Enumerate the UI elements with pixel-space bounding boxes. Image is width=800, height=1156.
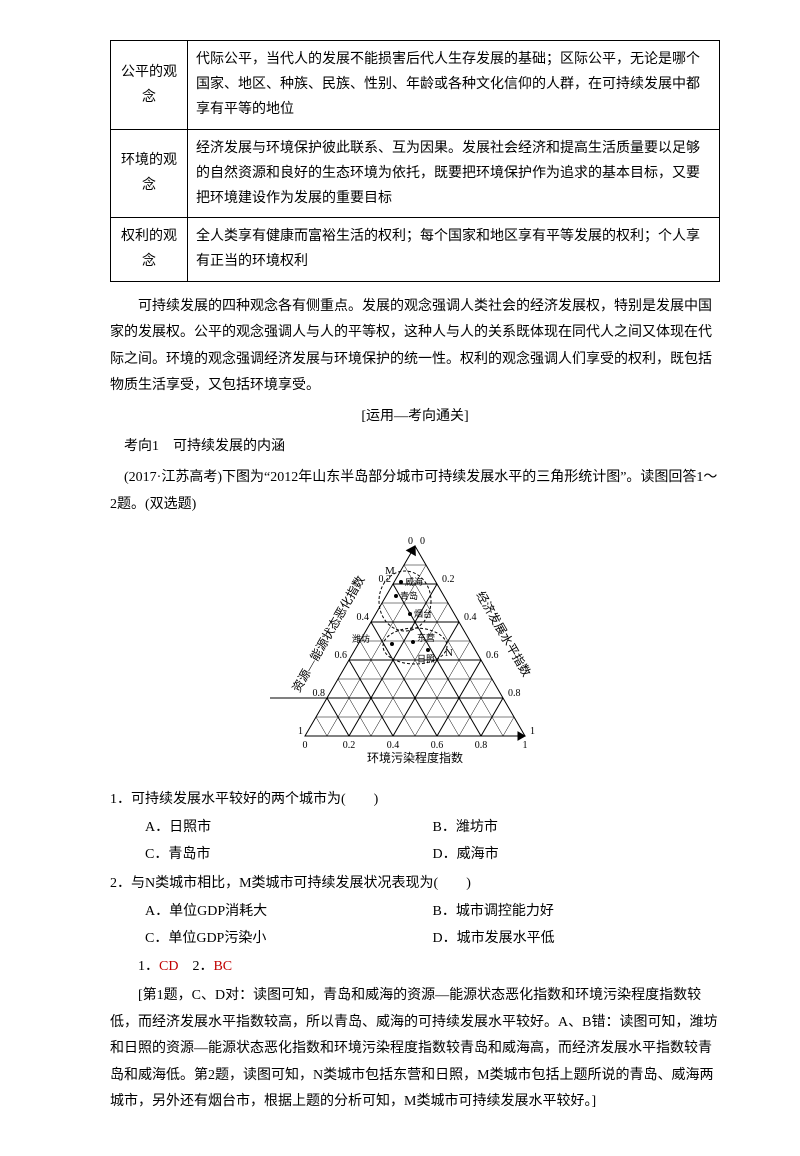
svg-text:0.8: 0.8 <box>313 688 326 699</box>
answer1-label: 1． <box>138 959 159 974</box>
q2-option-b: B．城市调控能力好 <box>433 899 721 926</box>
q1-stem: 1．可持续发展水平较好的两个城市为( ) <box>110 787 720 814</box>
svg-text:0.6: 0.6 <box>431 740 444 751</box>
answers-line: 1．CD 2．BC <box>110 954 720 981</box>
svg-text:0.6: 0.6 <box>486 650 499 661</box>
q1-option-c: C．青岛市 <box>145 842 433 869</box>
summary-paragraph: 可持续发展的四种观念各有侧重点。发展的观念强调人类社会的经济发展权，特别是发展中… <box>110 294 720 400</box>
row-label: 权利的观念 <box>111 218 188 281</box>
table-row: 权利的观念 全人类享有健康而富裕生活的权利；每个国家和地区享有平等发展的权利；个… <box>111 218 720 281</box>
bottom-axis-label: 环境污染程度指数 <box>367 750 463 765</box>
q1-option-d: D．威海市 <box>433 842 721 869</box>
svg-text:烟台: 烟台 <box>414 608 432 619</box>
svg-text:0.6: 0.6 <box>335 650 348 661</box>
svg-text:0: 0 <box>420 536 425 547</box>
row-content: 代际公平，当代人的发展不能损害后代人生存发展的基础；区际公平，无论是哪个国家、地… <box>188 41 720 130</box>
answer1: CD <box>159 959 178 974</box>
svg-text:日照: 日照 <box>417 654 435 664</box>
q1-options-row2: C．青岛市 D．威海市 <box>145 842 720 869</box>
question-prompt: (2017·江苏高考)下图为“2012年山东半岛部分城市可持续发展水平的三角形统… <box>110 465 720 518</box>
svg-text:0.2: 0.2 <box>343 740 356 751</box>
row-content: 经济发展与环境保护彼此联系、互为因果。发展社会经济和提高生活质量要以足够的自然资… <box>188 129 720 218</box>
q2-option-c: C．单位GDP污染小 <box>145 926 433 953</box>
svg-text:0.8: 0.8 <box>475 740 488 751</box>
svg-text:1: 1 <box>530 726 535 737</box>
svg-text:0.2: 0.2 <box>442 574 455 585</box>
svg-text:0.2: 0.2 <box>379 574 392 585</box>
group-n-label: N <box>445 647 453 659</box>
row-content: 全人类享有健康而富裕生活的权利；每个国家和地区享有平等发展的权利；个人享有正当的… <box>188 218 720 281</box>
svg-text:青岛: 青岛 <box>400 590 418 601</box>
svg-text:0.8: 0.8 <box>508 688 521 699</box>
svg-text:0: 0 <box>408 536 413 547</box>
svg-text:1: 1 <box>298 726 303 737</box>
svg-text:潍坊: 潍坊 <box>352 633 370 644</box>
q1-option-b: B．潍坊市 <box>433 815 721 842</box>
q2-stem: 2．与N类城市相比，M类城市可持续发展状况表现为( ) <box>110 871 720 898</box>
q1-options: A．日照市 B．潍坊市 <box>145 815 720 842</box>
section-header: [运用—考向通关] <box>110 404 720 431</box>
svg-text:0.4: 0.4 <box>357 612 370 623</box>
triangle-chart: M N 威海 青岛 烟台 潍坊 东营 日照 0 0.2 0.4 0.6 0.8 … <box>110 526 720 777</box>
svg-text:1: 1 <box>523 740 528 751</box>
q1-option-a: A．日照市 <box>145 815 433 842</box>
concepts-table: 公平的观念 代际公平，当代人的发展不能损害后代人生存发展的基础；区际公平，无论是… <box>110 40 720 282</box>
svg-text:东营: 东营 <box>417 632 435 643</box>
answer2-label: 2． <box>178 959 213 974</box>
answer2: BC <box>213 959 232 974</box>
q2-options-row2: C．单位GDP污染小 D．城市发展水平低 <box>145 926 720 953</box>
explanation-paragraph: [第1题，C、D对：读图可知，青岛和威海的资源—能源状态恶化指数和环境污染程度指… <box>110 983 720 1116</box>
row-label: 环境的观念 <box>111 129 188 218</box>
svg-text:0.4: 0.4 <box>464 612 477 623</box>
svg-text:0.4: 0.4 <box>387 740 400 751</box>
q2-options: A．单位GDP消耗大 B．城市调控能力好 <box>145 899 720 926</box>
q2-option-a: A．单位GDP消耗大 <box>145 899 433 926</box>
table-row: 公平的观念 代际公平，当代人的发展不能损害后代人生存发展的基础；区际公平，无论是… <box>111 41 720 130</box>
direction-label: 考向1 可持续发展的内涵 <box>110 434 720 461</box>
row-label: 公平的观念 <box>111 41 188 130</box>
q2-option-d: D．城市发展水平低 <box>433 926 721 953</box>
table-row: 环境的观念 经济发展与环境保护彼此联系、互为因果。发展社会经济和提高生活质量要以… <box>111 129 720 218</box>
right-axis-label: 经济发展水平指数 <box>473 589 534 680</box>
svg-text:0: 0 <box>303 740 308 751</box>
svg-text:威海: 威海 <box>405 576 423 587</box>
